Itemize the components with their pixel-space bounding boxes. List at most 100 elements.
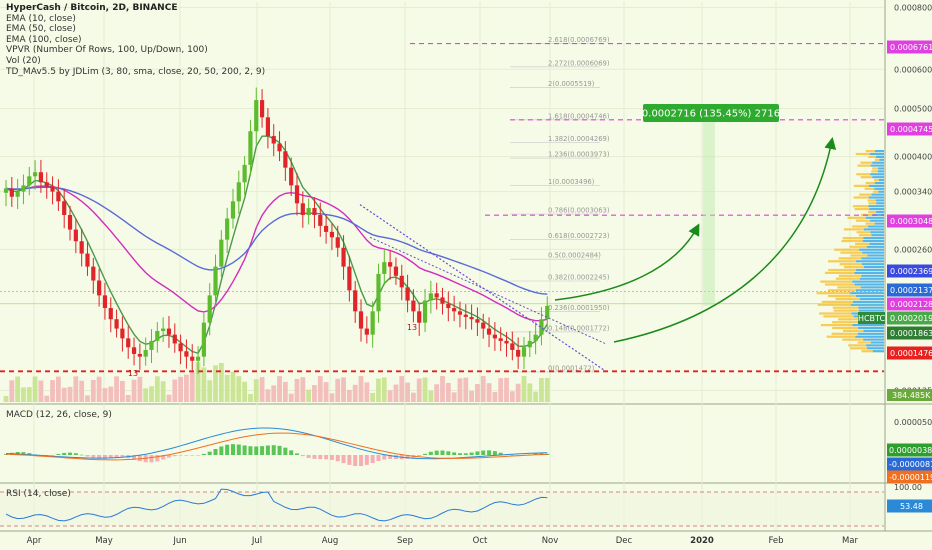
vpvr-bar-up (868, 225, 884, 228)
measure-range-box (703, 120, 715, 306)
fib-level-label: 1.382(0.0004269) (548, 135, 610, 143)
macd-histogram-bar (236, 444, 241, 455)
x-tick-label: Aug (322, 536, 339, 546)
volume-bar (288, 393, 294, 402)
x-tick-label: Mar (842, 536, 859, 546)
fib-level-label: 0(0.0001472) (548, 364, 595, 372)
vpvr-bar-up (852, 300, 884, 303)
candle-body (388, 262, 393, 267)
volume-bar (44, 395, 50, 402)
candle-body (510, 343, 515, 350)
price-tag: 0.0002369 (890, 267, 932, 276)
vpvr-bar-down (840, 251, 863, 254)
macd-histogram-bar (335, 455, 340, 462)
vpvr-bar-up (856, 260, 884, 263)
vpvr-bar-up (866, 344, 884, 347)
vpvr-bar-up (855, 335, 884, 338)
rsi-y-tick: 100.00 (894, 483, 922, 492)
ema10-line (5, 135, 548, 355)
candle-body (294, 185, 300, 204)
volume-bar (67, 386, 73, 402)
candle-body (289, 167, 294, 186)
volume-bar (166, 394, 172, 402)
volume-bar (213, 365, 218, 402)
vpvr-bar-up (869, 152, 884, 156)
candle-body (324, 225, 329, 232)
candle-body (347, 266, 352, 291)
rsi-line (5, 488, 548, 522)
candle-body (364, 328, 369, 335)
rsi-tag: 53.48 (900, 502, 923, 511)
volume-bar (259, 377, 265, 402)
volume-bar (352, 384, 358, 402)
macd-histogram-bar (388, 455, 393, 459)
macd-histogram-bar (207, 451, 212, 455)
macd-histogram-bar (475, 451, 480, 455)
volume-bar (381, 377, 387, 402)
vpvr-bar-up (855, 295, 884, 298)
macd-histogram-bar (108, 455, 113, 459)
macd-histogram-bar (300, 455, 305, 457)
vpvr-bar-up (872, 213, 884, 216)
vpvr-bar-up (874, 181, 884, 185)
vpvr-bar-down (856, 173, 871, 176)
vpvr-bar-up (876, 155, 884, 158)
candle-body (341, 247, 346, 267)
price-tag-bg (887, 346, 932, 360)
indicator-ema10[interactable]: EMA (10, close) (6, 13, 76, 24)
macd-histogram-bar (73, 453, 78, 455)
volume-bar (463, 377, 469, 402)
indicator-vpvr[interactable]: VPVR (Number Of Rows, 100, Up/Down, 100) (6, 45, 208, 56)
measure-label[interactable]: 0.0002716 (135.45%) 2716 (642, 109, 780, 120)
rsi-pane-label[interactable]: RSI (14, close) (6, 489, 71, 499)
volume-bar (9, 380, 15, 402)
candle-body (15, 191, 20, 197)
candle-body (108, 308, 113, 320)
volume-bar (90, 379, 96, 402)
candle-body (9, 188, 14, 197)
vpvr-bar-down (828, 268, 857, 272)
macd-pane-label[interactable]: MACD (12, 26, close, 9) (6, 410, 112, 420)
candle-body (114, 319, 119, 329)
candle-body (527, 340, 532, 348)
macd-histogram-bar (492, 451, 497, 455)
fib-level-label: 0.618(0.0002723) (548, 232, 610, 240)
candle-body (376, 273, 381, 312)
vpvr-bar-up (871, 193, 884, 196)
vpvr-bar-down (832, 306, 859, 309)
indicator-ema100[interactable]: EMA (100, close) (6, 34, 82, 45)
macd-histogram-bar (155, 455, 160, 462)
candle-body (457, 311, 463, 315)
candle-body (411, 300, 416, 312)
candle-body (73, 229, 78, 242)
volume-bar (393, 384, 399, 402)
candle-body (277, 143, 282, 152)
candle-body (178, 343, 183, 352)
candle-body (166, 328, 172, 335)
vpvr-bar-up (870, 173, 884, 176)
price-tag-bg (887, 122, 932, 136)
vpvr-bar-down (867, 199, 876, 202)
indicator-td-ma[interactable]: TD_MAv5.5 by JDLim (3, 80, sma, close, 2… (6, 66, 266, 77)
candle-body (248, 131, 253, 165)
volume-bar (312, 385, 317, 402)
vpvr-bar-up (874, 187, 884, 190)
macd-histogram-bar (341, 455, 346, 464)
vpvr-bar-down (872, 190, 879, 193)
vpvr-bar-down (868, 202, 877, 205)
candle-body (353, 290, 358, 312)
candle-body (219, 239, 224, 267)
vpvr-bar-down (874, 158, 880, 161)
macd-histogram-bar (85, 455, 90, 457)
vpvr-bar-up (852, 280, 884, 283)
indicator-volume[interactable]: Vol (20) (6, 55, 41, 66)
volume-bar (451, 392, 457, 402)
vpvr-bar-up (854, 283, 884, 286)
candle-body (399, 275, 404, 288)
macd-histogram-bar (161, 455, 166, 460)
indicator-ema50[interactable]: EMA (50, close) (6, 24, 76, 35)
vpvr-bar-down (843, 228, 864, 231)
vpvr-bar-down (868, 155, 877, 158)
vpvr-bar-down (860, 176, 873, 179)
